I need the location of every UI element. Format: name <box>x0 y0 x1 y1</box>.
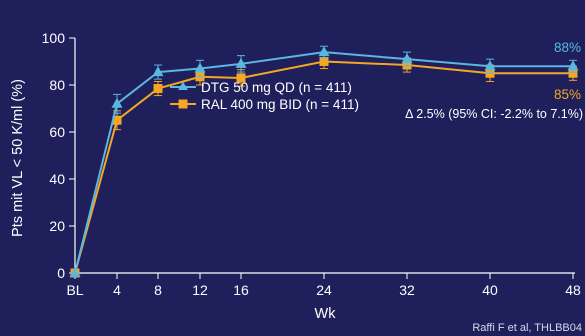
x-tick-label: 32 <box>399 282 415 298</box>
data-point-square <box>568 68 578 78</box>
end-label-ral: 85% <box>554 87 581 102</box>
data-point-square <box>319 57 329 66</box>
x-tick-label: 48 <box>565 282 581 298</box>
end-label-dtg: 88% <box>554 40 581 55</box>
legend-label-ral: RAL 400 mg BID (n = 411) <box>201 97 359 112</box>
data-point-square <box>236 73 246 83</box>
x-tick-label: 8 <box>154 282 162 298</box>
data-point-triangle <box>401 53 413 64</box>
x-tick-label: 12 <box>192 282 208 298</box>
legend-square-marker <box>178 99 188 109</box>
series-dtg <box>69 45 579 277</box>
data-point-triangle <box>111 97 123 108</box>
y-tick-group: 0 20 40 60 80 100 <box>42 30 75 281</box>
data-point-square <box>153 84 163 94</box>
data-point-triangle <box>152 66 164 77</box>
x-tick-label: 40 <box>482 282 498 298</box>
y-axis-label: Pts mit VL < 50 K/ml (%) <box>10 79 26 237</box>
data-point-triangle <box>567 60 579 71</box>
y-tick-label: 0 <box>57 265 65 281</box>
y-tick-label: 20 <box>49 218 65 234</box>
x-tick-label: 24 <box>316 282 332 298</box>
y-tick-label: 60 <box>49 124 65 140</box>
y-tick-label: 100 <box>42 30 66 46</box>
difference-annotation: Δ 2.5% (95% CI: -2.2% to 7.1%) <box>405 107 583 121</box>
data-point-triangle <box>484 60 496 71</box>
data-point-triangle <box>235 57 247 68</box>
legend-item-dtg: DTG 50 mg QD (n = 411) <box>170 80 352 95</box>
legend-label-dtg: DTG 50 mg QD (n = 411) <box>201 80 352 95</box>
x-tick-label: 16 <box>233 282 249 298</box>
data-point-square <box>112 115 122 125</box>
data-point-triangle <box>318 46 330 57</box>
data-point-triangle <box>194 62 206 73</box>
x-tick-label: 4 <box>113 282 121 298</box>
data-point-triangle <box>69 267 81 277</box>
x-tick-group: BL 4 8 12 16 24 32 40 48 <box>66 273 581 298</box>
y-tick-label: 80 <box>49 77 65 93</box>
y-tick-label: 40 <box>49 171 65 187</box>
legend: DTG 50 mg QD (n = 411) RAL 400 mg BID (n… <box>170 80 359 112</box>
legend-item-ral: RAL 400 mg BID (n = 411) <box>170 97 359 112</box>
series-layer <box>69 45 579 278</box>
source-citation: Raffi F et al, THLBB04 <box>472 322 582 334</box>
legend-triangle-marker <box>178 81 188 90</box>
x-tick-label: BL <box>66 282 83 298</box>
x-axis-label: Wk <box>315 306 337 322</box>
